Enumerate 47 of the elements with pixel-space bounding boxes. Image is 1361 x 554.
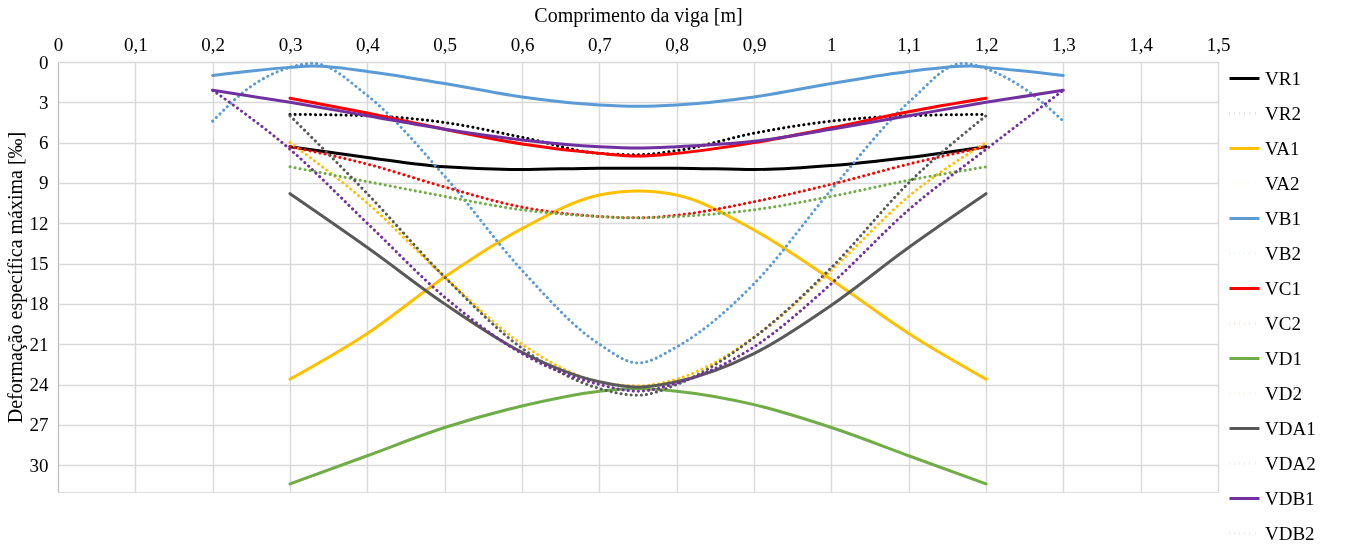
y-tick-label: 27 <box>29 414 49 436</box>
legend-label: VD2 <box>1265 382 1302 404</box>
legend-label: VDA1 <box>1265 417 1316 439</box>
y-tick-label: 24 <box>29 374 49 395</box>
legend-label: VDA2 <box>1265 452 1316 474</box>
y-tick-label: 3 <box>39 91 49 113</box>
y-tick-label: 15 <box>29 253 49 275</box>
y-tick-label: 9 <box>39 172 49 194</box>
x-tick-label: 0,5 <box>433 33 458 55</box>
x-axis-title: Comprimento da viga [m] <box>534 3 743 27</box>
x-tick-label: 0,2 <box>201 33 226 55</box>
x-tick-label: 0 <box>53 33 64 55</box>
x-tick-label: 0,9 <box>742 33 767 55</box>
x-tick-label: 0,1 <box>123 33 148 55</box>
x-tick-label: 1,1 <box>897 33 922 55</box>
y-axis-title: Deformação específica máxima [‰] <box>3 131 27 424</box>
y-tick-label: 6 <box>39 132 49 154</box>
line-series <box>288 165 988 220</box>
x-tick-label: 0,6 <box>510 33 535 55</box>
y-tick-label: 12 <box>29 212 49 234</box>
legend-label: VA1 <box>1265 137 1300 159</box>
legend-label: VB1 <box>1265 207 1301 229</box>
x-tick-label: 1,3 <box>1051 33 1076 55</box>
x-tick-label: 0,7 <box>587 33 612 55</box>
y-tick-label: 18 <box>29 293 49 315</box>
x-tick-label: 1,4 <box>1129 33 1154 55</box>
x-tick-label: 1,5 <box>1206 33 1231 55</box>
x-tick-label: 1 <box>827 33 837 55</box>
legend-label: VA2 <box>1265 172 1300 194</box>
legend-label: VDB2 <box>1265 522 1315 544</box>
x-tick-label: 0,3 <box>278 33 303 55</box>
legend-label: VC1 <box>1265 277 1301 299</box>
y-tick-label: 0 <box>39 51 49 73</box>
legend-label: VR2 <box>1265 102 1301 124</box>
legend-label: VB2 <box>1265 242 1301 264</box>
x-tick-label: 1,2 <box>974 33 999 55</box>
x-tick-label: 0,4 <box>355 33 381 55</box>
line-series <box>288 387 988 486</box>
x-tick-label: 0,8 <box>665 33 690 55</box>
y-tick-label: 30 <box>29 454 49 476</box>
legend-label: VD1 <box>1265 347 1302 369</box>
y-tick-label: 21 <box>29 333 49 355</box>
line-series <box>211 61 1065 365</box>
legend-label: VDB1 <box>1265 487 1315 509</box>
legend-label: VC2 <box>1265 312 1301 334</box>
legend-label: VR1 <box>1265 67 1301 89</box>
line-series <box>288 145 988 171</box>
